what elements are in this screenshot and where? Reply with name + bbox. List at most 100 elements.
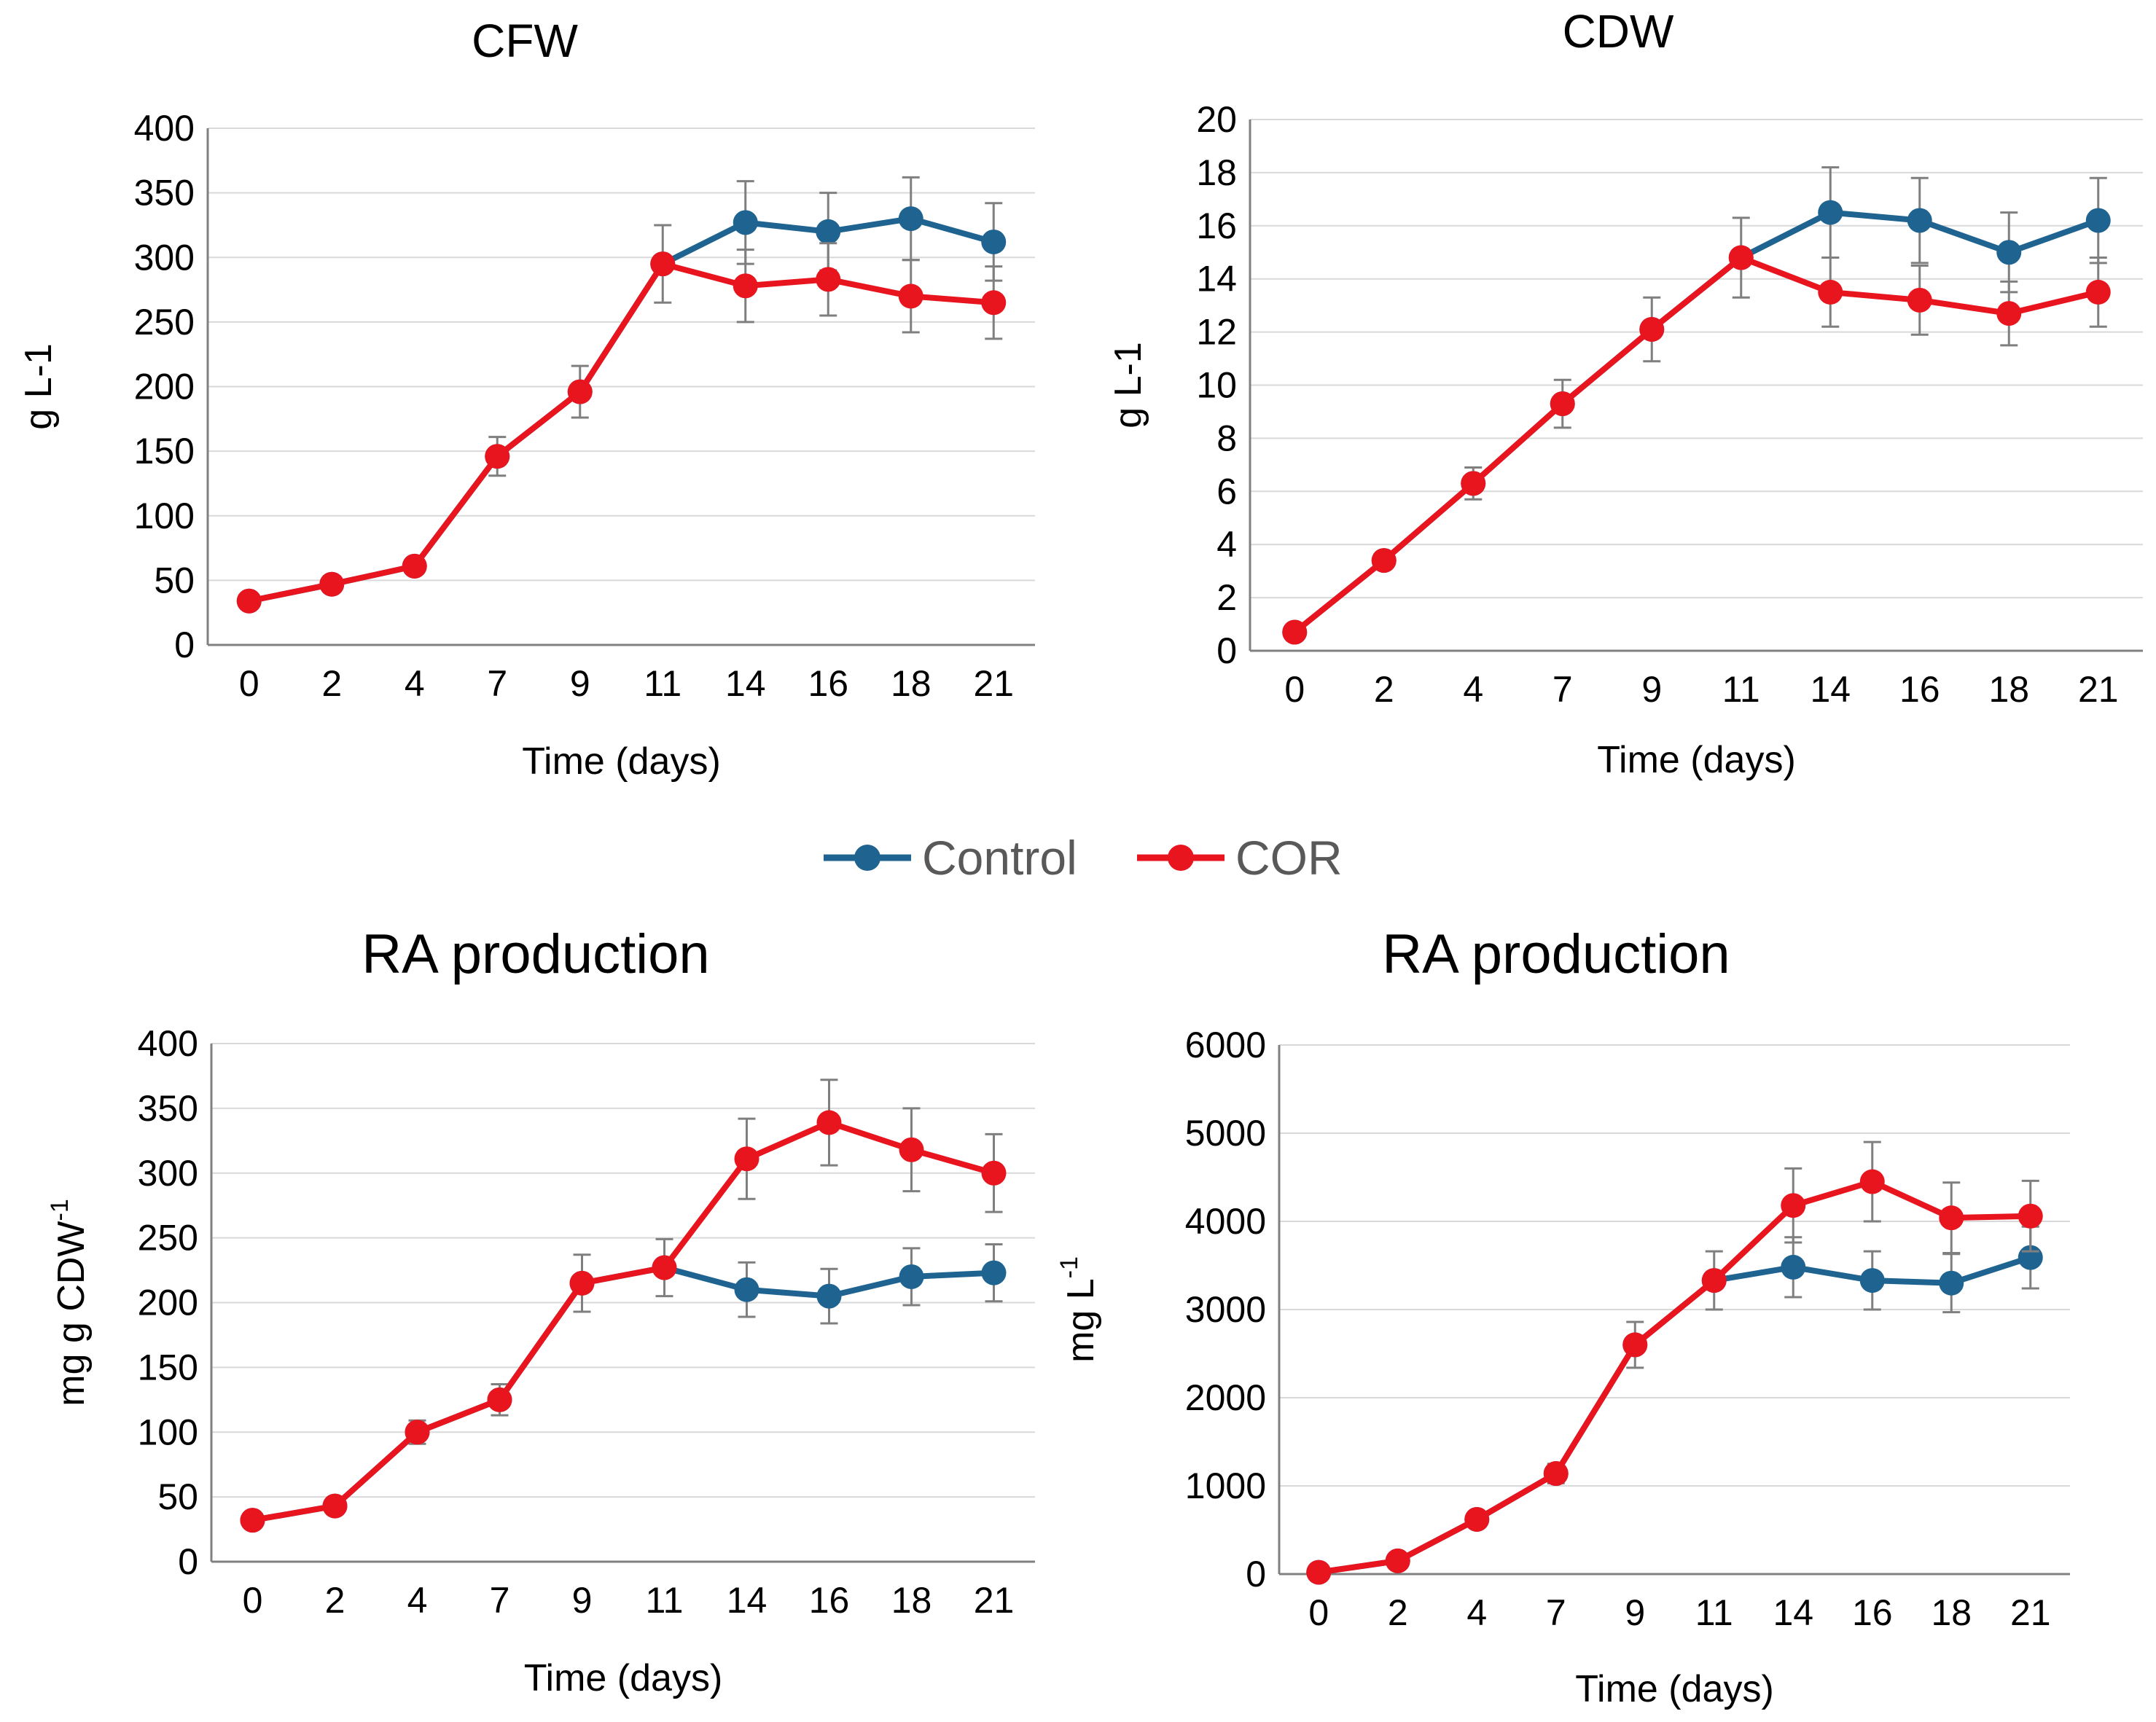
- data-point-cor: [322, 1493, 348, 1519]
- y-tick-label: 300: [138, 1153, 198, 1194]
- x-tick-label: 16: [1852, 1592, 1893, 1633]
- data-point-cor: [733, 273, 758, 299]
- data-point-cor: [1907, 287, 1932, 313]
- data-point-control: [981, 229, 1007, 254]
- x-tick-label: 11: [644, 663, 681, 704]
- x-tick-label: 2: [1374, 669, 1394, 710]
- y-axis-title: mg L-1: [1055, 1256, 1102, 1363]
- y-tick-label: 1000: [1185, 1465, 1266, 1506]
- x-tick-label: 14: [1810, 669, 1851, 710]
- y-tick-label: 20: [1196, 99, 1237, 140]
- y-tick-label: 0: [178, 1541, 198, 1582]
- y-axis-title-superscript: -1: [1055, 1256, 1083, 1278]
- legend-entry-cor: COR: [1137, 831, 1343, 885]
- data-point-control: [898, 206, 923, 232]
- data-point-control: [1859, 1268, 1885, 1294]
- x-tick-label: 18: [1931, 1592, 1972, 1633]
- data-point-cor: [240, 1508, 265, 1533]
- y-tick-label: 6000: [1185, 1025, 1266, 1065]
- data-point-cor: [734, 1146, 759, 1172]
- x-tick-label: 11: [1695, 1592, 1733, 1633]
- x-axis-title: Time (days): [1597, 739, 1796, 781]
- chart-ra-production-per-cdw: RA production 0 50 100 150 200 250 300 350 400 0 2 4…: [46, 923, 1035, 1699]
- data-point-control: [816, 219, 841, 244]
- data-point-cor: [487, 1387, 512, 1412]
- series-cor: [236, 224, 1007, 614]
- y-tick-label: 150: [138, 1347, 198, 1388]
- y-tick-label: 10: [1196, 365, 1237, 406]
- chart-title: RA production: [362, 923, 709, 985]
- x-tick-label: 0: [243, 1580, 263, 1621]
- data-point-control: [2085, 208, 2111, 233]
- x-tick-label: 21: [973, 663, 1014, 704]
- data-point-cor: [1461, 471, 1486, 496]
- y-tick-label: 3000: [1185, 1289, 1266, 1330]
- data-point-control: [1781, 1254, 1806, 1280]
- data-point-cor: [1464, 1506, 1490, 1532]
- data-point-control: [816, 1283, 842, 1309]
- data-point-cor: [1859, 1169, 1885, 1194]
- y-tick-label: 5000: [1185, 1113, 1266, 1154]
- data-point-cor: [1282, 619, 1308, 645]
- y-tick-label: 50: [157, 1476, 198, 1517]
- y-tick-label: 6: [1216, 471, 1237, 512]
- y-tick-label: 50: [154, 560, 195, 600]
- chart-title: CFW: [472, 15, 578, 67]
- series-cor: [240, 1079, 1007, 1533]
- data-point-cor: [1385, 1548, 1410, 1573]
- series-line-cor: [251, 1119, 995, 1524]
- y-tick-label: 400: [134, 108, 195, 149]
- data-point-cor: [1701, 1268, 1727, 1294]
- data-point-cor: [567, 379, 593, 404]
- data-point-control: [733, 210, 758, 235]
- y-tick-label: 12: [1196, 312, 1237, 353]
- x-axis-title: Time (days): [1575, 1668, 1774, 1710]
- x-tick-label: 16: [809, 1580, 850, 1621]
- y-tick-label: 4: [1216, 524, 1237, 565]
- x-tick-label: 11: [646, 1580, 684, 1621]
- y-tick-label: 200: [138, 1283, 198, 1323]
- x-tick-label: 21: [974, 1580, 1015, 1621]
- series-line-cor: [248, 261, 994, 604]
- y-tick-label: 150: [134, 431, 195, 471]
- x-tick-label: 18: [891, 663, 931, 704]
- y-tick-label: 200: [134, 367, 195, 407]
- data-point-cor: [816, 1110, 842, 1135]
- data-point-cor: [1371, 548, 1397, 574]
- series-line-control: [1292, 209, 2100, 635]
- x-tick-label: 4: [1463, 669, 1483, 710]
- legend-cor-marker: [1168, 845, 1194, 871]
- data-point-control: [899, 1264, 924, 1289]
- x-tick-label: 0: [239, 663, 259, 704]
- data-point-cor: [485, 444, 510, 469]
- data-point-cor: [1996, 301, 2022, 326]
- x-tick-label: 2: [321, 663, 342, 704]
- legend: Control COR: [824, 831, 1343, 885]
- data-point-cor: [2085, 279, 2111, 305]
- x-tick-label: 7: [487, 663, 507, 704]
- x-tick-label: 2: [1388, 1592, 1408, 1633]
- data-point-cor: [402, 553, 427, 579]
- x-tick-label: 16: [1899, 669, 1940, 710]
- x-tick-label: 21: [2010, 1592, 2051, 1633]
- y-axis-title: g L-1: [17, 343, 60, 430]
- y-axis-title: g L-1: [1107, 342, 1149, 428]
- data-point-cor: [1781, 1193, 1806, 1218]
- x-axis-title: Time (days): [522, 740, 721, 783]
- series-line-control: [248, 216, 995, 604]
- data-point-cor: [650, 251, 676, 277]
- data-point-control: [1907, 208, 1932, 233]
- legend-control-label: Control: [922, 831, 1077, 885]
- x-tick-label: 18: [891, 1580, 932, 1621]
- y-tick-label: 0: [1216, 630, 1237, 671]
- data-point-cor: [1622, 1332, 1648, 1358]
- y-tick-label: 350: [134, 173, 195, 214]
- chart-ra-production-per-liter: RA production 0 1000 2000 3000 4000 5000 6000 0 2…: [1055, 923, 2070, 1710]
- x-tick-label: 18: [1988, 669, 2029, 710]
- x-tick-label: 11: [1722, 669, 1760, 710]
- y-tick-label: 8: [1216, 418, 1237, 458]
- data-point-cor: [319, 571, 345, 597]
- y-tick-label: 250: [138, 1218, 198, 1259]
- y-tick-label: 2: [1216, 577, 1237, 618]
